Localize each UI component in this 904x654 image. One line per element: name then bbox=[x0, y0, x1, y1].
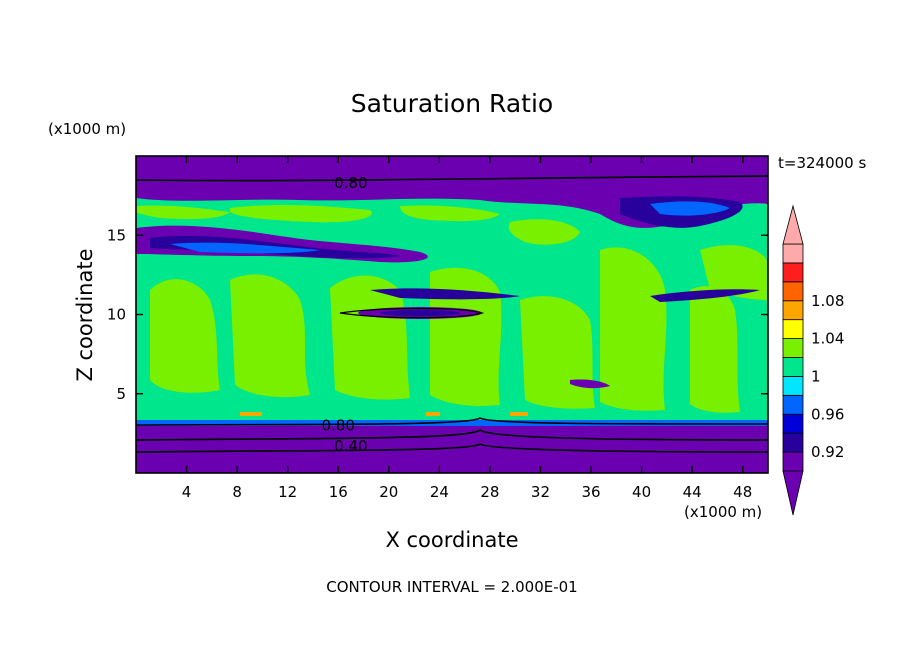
colorbar-segment bbox=[782, 243, 804, 264]
plume-4 bbox=[430, 267, 502, 406]
x-tick-label: 12 bbox=[278, 483, 297, 501]
y-axis-title: Z coordinate bbox=[73, 248, 97, 381]
contour-fill-regions bbox=[136, 156, 768, 473]
colorbar-segment bbox=[782, 338, 804, 358]
plume-3 bbox=[330, 275, 410, 400]
colorbar-segment bbox=[782, 432, 804, 453]
colorbar-tick-label: 0.92 bbox=[811, 443, 844, 461]
colorbar-segment bbox=[782, 451, 804, 472]
colorbar-segment bbox=[782, 319, 804, 339]
colorbar-tick-label: 1.08 bbox=[811, 292, 844, 310]
x-axis-title: X coordinate bbox=[385, 528, 518, 552]
dry-streak-1 bbox=[370, 288, 520, 300]
contour-line-top bbox=[135, 175, 769, 182]
colorbar-segment bbox=[782, 394, 804, 415]
y-tick-label: 5 bbox=[116, 385, 126, 403]
contour-label-group: 0.80 0.80 0.40 bbox=[322, 174, 368, 455]
colorbar-segment bbox=[782, 262, 804, 283]
boundary-layer-band bbox=[136, 420, 768, 473]
y-tick-label: 15 bbox=[107, 226, 126, 244]
moist-patch-4 bbox=[508, 219, 580, 245]
x-axis: 4 8 12 16 20 24 28 32 36 40 44 48 bbox=[182, 156, 752, 501]
plume-1 bbox=[150, 279, 220, 393]
dry-streak-2 bbox=[650, 289, 760, 302]
chart-title: Saturation Ratio bbox=[351, 89, 553, 118]
colorbar-tick-label: 1 bbox=[811, 367, 821, 385]
x-axis-unit: (x1000 m) bbox=[684, 503, 762, 521]
contour-label: 0.40 bbox=[334, 437, 367, 455]
x-tick-label: 40 bbox=[632, 483, 651, 501]
colorbar-under-arrow bbox=[782, 470, 804, 516]
plume-5 bbox=[520, 296, 595, 409]
x-tick-label: 36 bbox=[581, 483, 600, 501]
x-tick-label: 32 bbox=[531, 483, 550, 501]
colorbar: 0.92 0.96 1 1.04 1.08 bbox=[782, 204, 844, 516]
dry-lens-core bbox=[380, 310, 460, 316]
top-moist-patch bbox=[650, 201, 730, 216]
moist-patch-3 bbox=[400, 205, 500, 222]
colorbar-segment bbox=[782, 413, 804, 434]
contour-label: 0.80 bbox=[322, 416, 355, 434]
contour-line-080 bbox=[135, 417, 769, 426]
plume-7 bbox=[690, 286, 740, 413]
moist-patch-2 bbox=[230, 204, 372, 223]
plume-6 bbox=[600, 247, 667, 411]
plot-area: 0.80 0.80 0.40 bbox=[135, 155, 769, 474]
contour-line-040 bbox=[135, 443, 769, 453]
contour-line-lens bbox=[339, 307, 485, 319]
x-tick-label: 8 bbox=[232, 483, 242, 501]
high-ss-fleck-3 bbox=[510, 412, 528, 416]
contour-label: 0.80 bbox=[334, 174, 367, 192]
x-tick-label: 24 bbox=[430, 483, 449, 501]
dry-blob bbox=[570, 379, 610, 389]
y-tick-label: 10 bbox=[107, 306, 126, 324]
x-tick-label: 20 bbox=[379, 483, 398, 501]
colorbar-segment bbox=[782, 376, 804, 396]
x-tick-label: 28 bbox=[480, 483, 499, 501]
time-label: t=324000 s bbox=[778, 154, 866, 172]
x-tick-label: 16 bbox=[329, 483, 348, 501]
colorbar-segment bbox=[782, 300, 804, 321]
moist-patch-1 bbox=[136, 205, 230, 220]
plume-8 bbox=[700, 245, 768, 300]
dry-tongue-inner bbox=[170, 242, 320, 254]
x-tick-label: 4 bbox=[182, 483, 192, 501]
high-ss-fleck-2 bbox=[426, 412, 440, 416]
y-axis-unit: (x1000 m) bbox=[48, 120, 126, 138]
plume-2 bbox=[230, 274, 310, 398]
contour-line-060 bbox=[135, 428, 769, 441]
colorbar-over-arrow bbox=[782, 204, 804, 245]
contour-lines bbox=[135, 175, 769, 453]
top-dry-band bbox=[136, 156, 768, 228]
x-tick-label: 44 bbox=[683, 483, 702, 501]
colorbar-segment bbox=[782, 281, 804, 302]
y-axis: 5 10 15 bbox=[107, 226, 768, 403]
x-tick-label: 48 bbox=[733, 483, 752, 501]
colorbar-tick-label: 0.96 bbox=[811, 405, 844, 423]
contour-interval-note: CONTOUR INTERVAL = 2.000E-01 bbox=[326, 578, 577, 596]
colorbar-tick-label: 1.04 bbox=[811, 330, 844, 348]
high-ss-fleck-1 bbox=[240, 412, 262, 416]
colorbar-segment bbox=[782, 357, 804, 377]
